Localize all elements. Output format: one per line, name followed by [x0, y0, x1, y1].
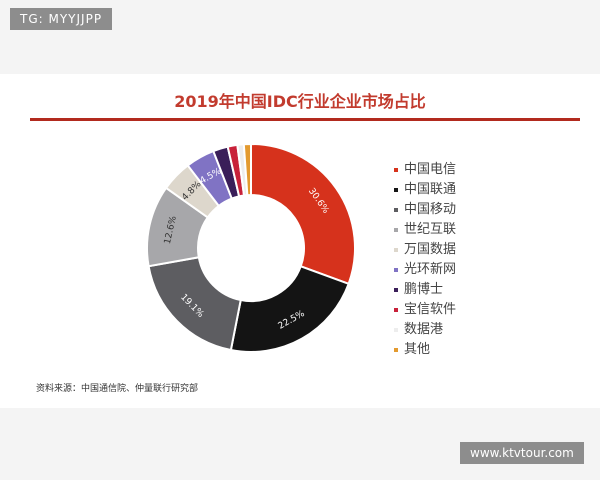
donut-slice	[250, 142, 356, 286]
legend-swatch	[394, 268, 398, 272]
legend-swatch	[394, 248, 398, 252]
legend-label: 世纪互联	[404, 222, 457, 237]
legend-swatch	[394, 348, 398, 352]
legend-item: 中国联通	[394, 180, 456, 200]
legend-swatch	[394, 188, 398, 192]
legend-swatch	[394, 328, 398, 332]
legend-item: 光环新网	[394, 260, 456, 280]
chart-card	[0, 74, 600, 408]
legend-label: 光环新网	[404, 262, 457, 277]
chart-legend: 中国电信 中国联通 中国移动 世纪互联 万国数据 光环新网 鹏博士 宝信软件 数…	[394, 160, 456, 360]
source-note: 资料来源：中国通信院、仲量联行研究部	[36, 384, 199, 394]
legend-swatch	[394, 288, 398, 292]
legend-label: 鹏博士	[404, 282, 444, 297]
legend-item: 世纪互联	[394, 220, 456, 240]
chart-title: 2019年中国IDC行业企业市场占比	[174, 92, 426, 111]
legend-label: 其他	[404, 342, 431, 357]
watermark-top: TG: MYYJJPP	[10, 8, 113, 30]
legend-swatch	[394, 228, 398, 232]
legend-label: 中国移动	[404, 202, 457, 217]
legend-item: 其他	[394, 340, 456, 360]
legend-label: 宝信软件	[404, 302, 457, 317]
legend-label: 数据港	[404, 322, 444, 337]
legend-swatch	[394, 308, 398, 312]
legend-item: 鹏博士	[394, 280, 456, 300]
legend-swatch	[394, 168, 398, 172]
legend-swatch	[394, 208, 398, 212]
watermark-bottom: www.ktvtour.com	[460, 442, 584, 464]
legend-item: 数据港	[394, 320, 456, 340]
legend-label: 中国电信	[404, 162, 457, 177]
donut-slice	[229, 264, 350, 353]
legend-item: 万国数据	[394, 240, 456, 260]
legend-label: 万国数据	[404, 242, 457, 257]
legend-item: 中国移动	[394, 200, 456, 220]
donut-slice	[242, 142, 252, 197]
legend-label: 中国联通	[404, 182, 457, 197]
legend-item: 中国电信	[394, 160, 456, 180]
title-underline	[30, 118, 580, 121]
legend-item: 宝信软件	[394, 300, 456, 320]
